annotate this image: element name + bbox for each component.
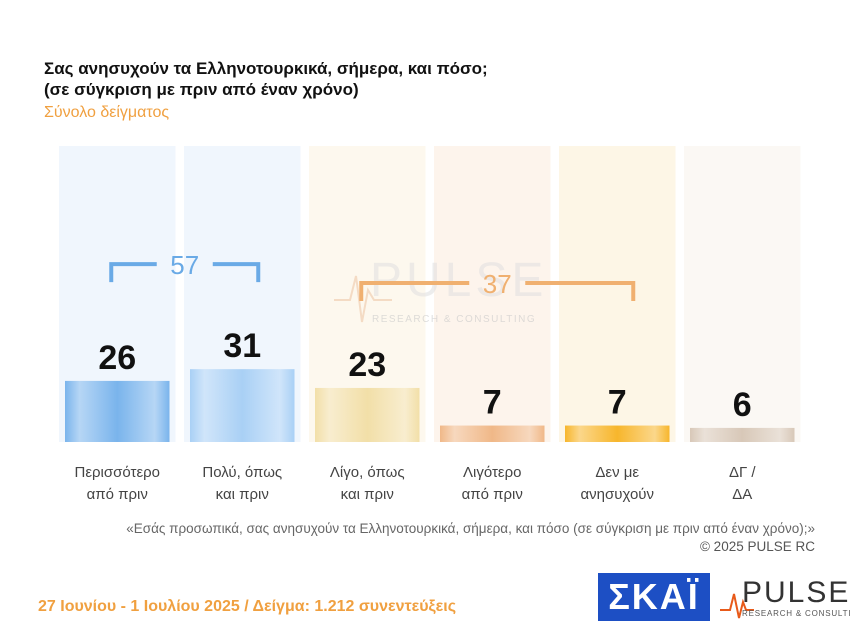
chart-title-block: Σας ανησυχούν τα Ελληνοτουρκικά, σήμερα,… [44,58,488,123]
bracket-sum-label: 37 [483,269,512,299]
bracket-line-right [212,262,261,283]
category-label: και πριν [341,486,394,503]
bracket-line-left [109,262,157,283]
bar [65,380,170,442]
watermark-brand: PULSE [370,254,547,307]
column-background [434,146,551,442]
skai-logo: ΣΚΑΪ [598,573,710,621]
bar-value-label: 31 [223,327,261,365]
bar-value-label: 7 [483,384,502,422]
pulse-logo-tagline: RESEARCH & CONSULTING [742,609,850,618]
category-label: Περισσότερο [74,464,160,481]
bracket-sum-label: 57 [170,250,199,280]
bar-chart: PULSE RESEARCH & CONSULTING 57 37 26 31 23 7… [59,146,801,503]
category-label: από πριν [87,486,148,503]
bar-value-label: 26 [98,339,136,377]
sum-bracket: 37 [359,269,636,301]
footnote: «Εσάς προσωπικά, σας ανησυχούν τα Ελληνο… [126,520,815,556]
bars [65,369,795,442]
pulse-logo-text: PULSE [742,576,850,609]
chart-subtitle: Σύνολο δείγματος [44,104,170,121]
sum-bracket: 57 [109,250,261,283]
category-label: ανησυχούν [581,486,655,503]
category-label: Λιγότερο [463,464,521,481]
bar [190,369,295,442]
bar-value-label: 7 [608,384,627,422]
column-background [684,146,801,442]
fieldwork-info: 27 Ιουνίου - 1 Ιουλίου 2025 / Δείγμα: 1.… [38,598,457,615]
category-label: από πριν [462,486,523,503]
chart-title-sub: (σε σύγκριση με πριν από έναν χρόνο) [44,80,359,99]
pulse-wave-icon [334,275,392,323]
category-labels: Περισσότερο από πριν Πολύ, όπως και πριν Λίγ… [74,464,756,503]
category-label: Πολύ, όπως [202,464,282,481]
copyright: © 2025 PULSE RC [699,539,815,554]
bracket-line-right [525,280,636,301]
category-label: Δεν με [595,464,639,481]
pulse-logo-wave-icon [720,593,754,619]
bracket-line-left [359,280,470,301]
category-label: Λίγο, όπως [330,464,405,481]
value-labels: 26 31 23 7 7 6 [98,327,751,424]
bar [440,425,545,442]
brackets: 57 37 [109,250,636,301]
category-label: ΔΓ / [729,464,756,481]
bar [565,425,670,442]
watermark: PULSE RESEARCH & CONSULTING [334,254,547,325]
chart-title: Σας ανησυχούν τα Ελληνοτουρκικά, σήμερα,… [44,59,488,78]
column-background [559,146,676,442]
watermark-tagline: RESEARCH & CONSULTING [372,314,536,325]
category-label: ΔΑ [732,486,752,503]
bar-value-label: 23 [348,346,386,384]
pulse-logo: PULSE RESEARCH & CONSULTING [720,576,850,619]
bar [690,427,795,442]
bar [315,387,420,442]
question-note: «Εσάς προσωπικά, σας ανησυχούν τα Ελληνο… [126,521,815,536]
bar-value-label: 6 [733,386,752,424]
category-label: και πριν [216,486,269,503]
